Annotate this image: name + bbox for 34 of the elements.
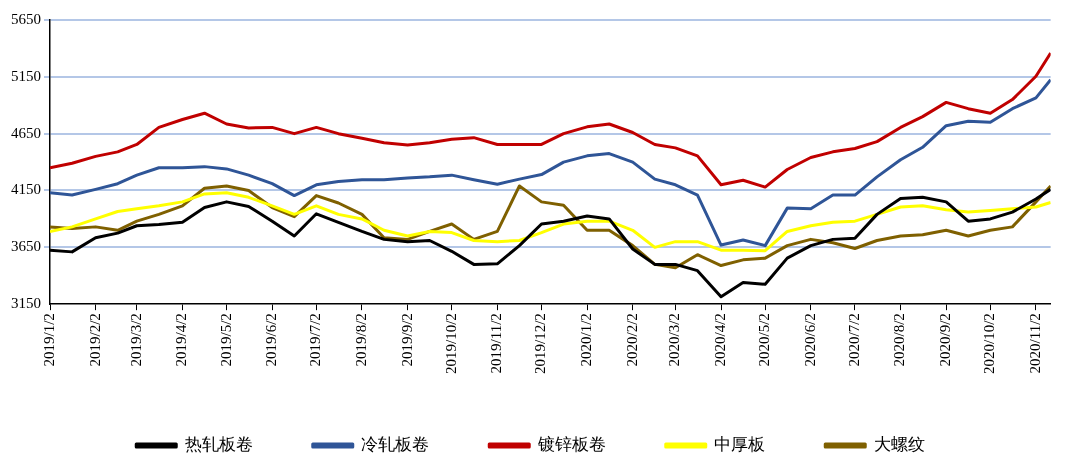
y-tick-label: 4650 bbox=[11, 124, 41, 141]
legend-label: 大螺纹 bbox=[873, 434, 925, 454]
x-tick-label: 2020/8/2 bbox=[891, 313, 908, 367]
x-tick-label: 2019/12/2 bbox=[532, 313, 549, 375]
x-tick-label: 2020/1/2 bbox=[578, 313, 595, 367]
legend-label: 热轧板卷 bbox=[184, 434, 253, 454]
y-tick-label: 3650 bbox=[11, 238, 41, 255]
x-tick-label: 2019/1/2 bbox=[40, 313, 57, 367]
legend-label: 镀锌板卷 bbox=[536, 434, 606, 454]
x-tick-label: 2019/11/2 bbox=[488, 313, 505, 374]
x-tick-label: 2019/3/2 bbox=[127, 313, 144, 367]
y-tick-label: 4150 bbox=[11, 181, 41, 198]
y-tick-label: 3150 bbox=[11, 295, 41, 312]
x-tick-label: 2020/10/2 bbox=[981, 313, 998, 375]
legend-label: 冷轧板卷 bbox=[361, 434, 430, 454]
legend-label: 中厚板 bbox=[714, 434, 766, 454]
x-tick-label: 2019/5/2 bbox=[217, 313, 234, 367]
x-tick-label: 2019/8/2 bbox=[352, 313, 369, 367]
x-tick-label: 2019/10/2 bbox=[442, 313, 459, 375]
y-tick-label: 5150 bbox=[11, 67, 41, 84]
x-tick-label: 2020/6/2 bbox=[801, 313, 818, 367]
x-tick-label: 2019/4/2 bbox=[173, 313, 190, 367]
x-tick-label: 2020/4/2 bbox=[711, 313, 728, 367]
x-tick-label: 2020/9/2 bbox=[937, 313, 954, 367]
x-tick-label: 2020/7/2 bbox=[845, 313, 862, 367]
x-tick-label: 2019/6/2 bbox=[263, 313, 280, 367]
x-tick-label: 2020/11/2 bbox=[1026, 313, 1043, 374]
x-tick-label: 2019/2/2 bbox=[86, 313, 103, 367]
x-tick-label: 2020/2/2 bbox=[623, 313, 640, 367]
x-tick-label: 2020/5/2 bbox=[756, 313, 773, 367]
y-tick-label: 5650 bbox=[11, 10, 41, 27]
x-tick-label: 2019/9/2 bbox=[398, 313, 415, 367]
x-tick-label: 2020/3/2 bbox=[666, 313, 683, 367]
x-tick-label: 2019/7/2 bbox=[307, 313, 324, 367]
